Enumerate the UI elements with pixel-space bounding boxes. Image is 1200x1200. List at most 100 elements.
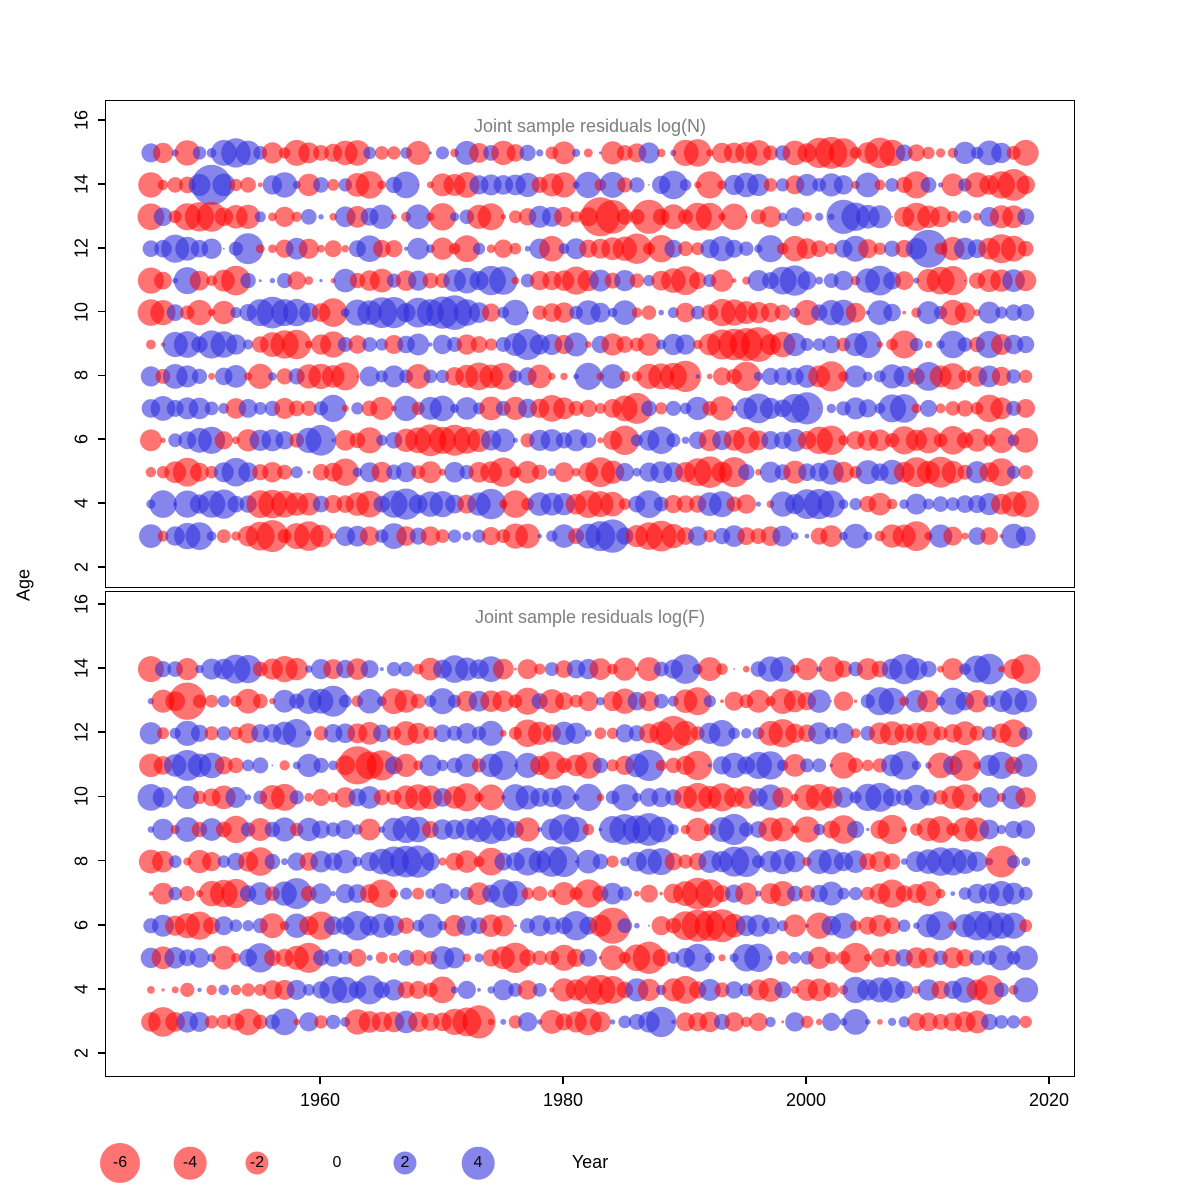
residual-bubble <box>600 491 625 517</box>
residual-bubble <box>287 271 306 290</box>
residual-bubble <box>709 491 735 518</box>
residual-bubble <box>833 787 854 808</box>
residual-bubble <box>240 272 256 289</box>
residual-bubble <box>671 1019 676 1024</box>
residual-bubble <box>256 520 289 553</box>
residual-bubble <box>171 986 179 994</box>
residual-bubble <box>631 199 667 234</box>
residual-bubble <box>991 142 1012 164</box>
residual-bubble <box>653 693 669 709</box>
residual-bubble <box>509 210 522 224</box>
residual-bubble <box>560 372 568 381</box>
residual-bubble <box>272 817 297 842</box>
residual-bubble <box>600 364 625 389</box>
residual-bubble <box>152 850 174 873</box>
residual-bubble <box>319 279 323 283</box>
residual-bubble <box>772 525 794 547</box>
residual-bubble <box>420 526 441 546</box>
residual-bubble <box>787 885 803 902</box>
residual-bubble <box>382 365 405 388</box>
residual-bubble <box>153 207 173 227</box>
residual-bubble <box>227 495 245 513</box>
residual-bubble <box>341 404 349 412</box>
residual-bubble <box>725 239 744 258</box>
residual-bubble <box>935 148 946 158</box>
residual-bubble <box>1015 526 1036 546</box>
residual-bubble <box>410 949 427 966</box>
residual-bubble <box>243 339 254 350</box>
residual-bubble <box>995 306 1008 319</box>
residual-bubble <box>455 850 479 873</box>
residual-bubble <box>576 849 601 874</box>
residual-bubble <box>965 689 989 713</box>
residual-bubble <box>753 371 764 381</box>
residual-bubble <box>154 661 172 678</box>
residual-bubble <box>291 211 302 222</box>
residual-bubble <box>204 726 219 741</box>
residual-bubble <box>637 978 661 1002</box>
residual-bubble <box>744 943 773 972</box>
residual-bubble <box>152 142 174 164</box>
x-tick-label: 1960 <box>299 1090 341 1110</box>
residual-bubble <box>739 822 754 837</box>
residual-bubble <box>548 846 580 878</box>
residual-bubble <box>1016 820 1036 839</box>
residual-bubble <box>318 214 324 220</box>
residual-bubble <box>487 986 495 994</box>
residual-bubble <box>850 728 861 739</box>
residual-bubble <box>348 335 367 354</box>
residual-bubble <box>724 691 744 711</box>
residual-bubble <box>678 854 693 869</box>
residual-bubble <box>621 233 653 264</box>
residual-bubble <box>488 457 518 487</box>
residual-bubble <box>891 215 893 218</box>
residual-bubble <box>235 688 261 714</box>
residual-bubble <box>883 917 901 934</box>
residual-bubble <box>234 655 263 684</box>
y-tick-label: 8 <box>71 855 92 866</box>
residual-bubble <box>815 276 824 285</box>
residual-bubble <box>553 397 575 420</box>
residual-bubble <box>768 955 773 960</box>
residual-bubble <box>833 461 854 483</box>
residual-bubble <box>714 982 730 998</box>
residual-bubble <box>407 237 430 260</box>
residual-bubble <box>563 816 589 843</box>
residual-bubble <box>264 853 281 870</box>
residual-bubble <box>755 501 762 507</box>
residual-bubble <box>634 922 640 929</box>
residual-bubble <box>833 723 854 744</box>
residual-bubble <box>164 947 186 969</box>
residual-bubble <box>884 240 901 257</box>
residual-bubble <box>838 499 849 509</box>
residual-bubble <box>492 915 514 937</box>
residual-bubble <box>933 726 948 741</box>
residual-bubble <box>698 978 721 1001</box>
bubbles-layer-logN <box>137 136 1039 553</box>
residual-bubble <box>515 523 540 549</box>
residual-bubble <box>760 302 781 323</box>
residual-bubble <box>221 265 251 296</box>
y-tick <box>98 923 105 926</box>
residual-bubble <box>304 792 314 802</box>
residual-bubble <box>160 437 166 443</box>
residual-bubble <box>888 1017 897 1026</box>
residual-bubble <box>580 432 597 449</box>
residual-bubble <box>333 849 358 874</box>
residual-bubble <box>386 662 401 677</box>
residual-bubble <box>366 954 373 961</box>
residual-bubble <box>618 498 631 510</box>
residual-bubble <box>770 881 796 907</box>
residual-bubble <box>192 790 207 804</box>
residual-bubble <box>330 890 336 897</box>
residual-bubble <box>407 722 429 744</box>
residual-bubble <box>695 202 724 231</box>
y-tick-label: 10 <box>71 301 92 322</box>
residual-bubble <box>749 1012 768 1032</box>
residual-bubble <box>298 238 319 259</box>
residual-bubble <box>885 178 899 192</box>
residual-bubble <box>847 820 865 839</box>
residual-bubble <box>978 301 1001 324</box>
residual-bubble <box>894 271 914 290</box>
residual-bubble <box>491 428 516 453</box>
